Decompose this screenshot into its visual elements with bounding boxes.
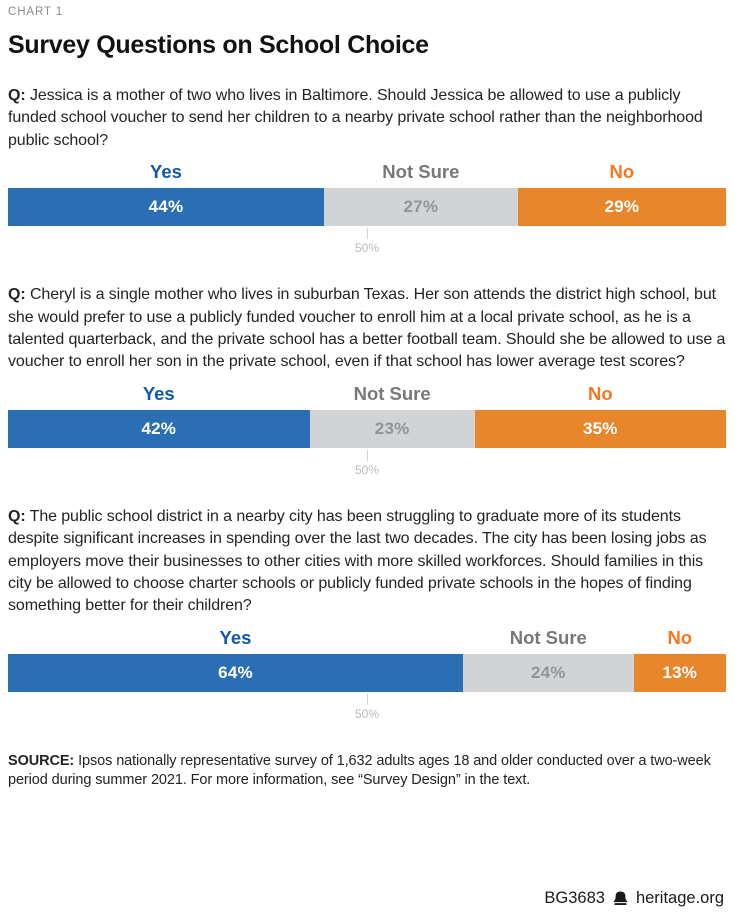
chart-number-label: CHART 1 xyxy=(8,6,64,18)
question-prefix: Q: xyxy=(8,507,26,525)
segment-value-not-sure: 24% xyxy=(530,662,566,682)
axis-marker-row: 50% xyxy=(8,226,726,259)
survey-question-block-3: Q: The public school district in a nearb… xyxy=(8,506,726,725)
segment-value-yes: 64% xyxy=(218,662,253,682)
segment-value-not-sure: 27% xyxy=(403,197,439,217)
legend-no: No xyxy=(667,626,693,648)
stacked-bar: 44% 27% 29% xyxy=(8,188,726,227)
fifty-percent-label: 50% xyxy=(354,706,380,721)
footer-brand: BG3683 heritage.org xyxy=(544,889,724,908)
segment-value-no: 29% xyxy=(604,197,640,217)
survey-question-block-1: Q: Jessica is a mother of two who lives … xyxy=(8,85,726,259)
legend-row: Yes Not Sure No xyxy=(8,161,726,188)
bar-segment-not-sure: 24% xyxy=(462,653,634,692)
question-body: Cheryl is a single mother who lives in s… xyxy=(8,286,726,371)
question-text: Q: Jessica is a mother of two who lives … xyxy=(8,85,726,152)
axis-marker-row: 50% xyxy=(8,448,726,481)
legend-yes: Yes xyxy=(142,382,175,404)
legend-no: No xyxy=(588,382,613,404)
question-text: Q: The public school district in a nearb… xyxy=(8,506,726,618)
fifty-percent-tick xyxy=(367,449,368,461)
stacked-bar-chart-3: Yes Not Sure No 64% 24% 13% 50% xyxy=(8,627,726,725)
stacked-bar-chart-2: Yes Not Sure No 42% 23% 35% 50% xyxy=(8,383,726,481)
segment-value-not-sure: 23% xyxy=(374,418,410,438)
stacked-bar: 42% 23% 35% xyxy=(8,409,726,448)
heritage-bell-icon xyxy=(612,890,629,907)
segment-value-no: 13% xyxy=(662,662,698,682)
question-text: Q: Cheryl is a single mother who lives i… xyxy=(8,284,726,374)
source-label: SOURCE: xyxy=(8,752,75,769)
fifty-percent-tick xyxy=(367,693,368,705)
legend-yes: Yes xyxy=(219,626,252,648)
axis-marker-row: 50% xyxy=(8,692,726,725)
question-body: Jessica is a mother of two who lives in … xyxy=(8,87,703,149)
bar-segment-no: 35% xyxy=(474,409,726,448)
bar-segment-no: 29% xyxy=(517,188,726,227)
fifty-percent-label: 50% xyxy=(354,462,380,477)
bar-segment-not-sure: 23% xyxy=(309,409,475,448)
stacked-bar-chart-1: Yes Not Sure No 44% 27% 29% 50% xyxy=(8,161,726,259)
bar-segment-yes: 44% xyxy=(8,188,324,227)
legend-no: No xyxy=(609,161,635,183)
question-prefix: Q: xyxy=(8,87,26,104)
page-title: Survey Questions on School Choice xyxy=(8,31,429,59)
fifty-percent-tick xyxy=(367,228,368,240)
legend-not-sure: Not Sure xyxy=(509,626,587,648)
bar-segment-no: 13% xyxy=(633,653,726,692)
legend-not-sure: Not Sure xyxy=(353,382,431,404)
legend-not-sure: Not Sure xyxy=(382,161,460,183)
legend-row: Yes Not Sure No xyxy=(8,627,726,654)
segment-value-yes: 42% xyxy=(141,418,177,438)
report-id: BG3683 xyxy=(544,889,605,907)
question-body: The public school district in a nearby c… xyxy=(8,507,707,615)
source-text: Ipsos nationally representative survey o… xyxy=(8,752,711,789)
bar-segment-yes: 64% xyxy=(8,653,463,692)
source-note: SOURCE: Ipsos nationally representative … xyxy=(8,752,726,791)
fifty-percent-label: 50% xyxy=(354,241,380,256)
question-prefix: Q: xyxy=(8,286,26,304)
stacked-bar: 64% 24% 13% xyxy=(8,653,726,692)
legend-row: Yes Not Sure No xyxy=(8,383,726,410)
segment-value-yes: 44% xyxy=(148,197,184,217)
survey-question-block-2: Q: Cheryl is a single mother who lives i… xyxy=(8,284,726,481)
legend-yes: Yes xyxy=(150,161,182,183)
bar-segment-yes: 42% xyxy=(8,409,310,448)
segment-value-no: 35% xyxy=(583,418,618,438)
heritage-site-link[interactable]: heritage.org xyxy=(635,889,724,907)
bar-segment-not-sure: 27% xyxy=(323,188,518,227)
